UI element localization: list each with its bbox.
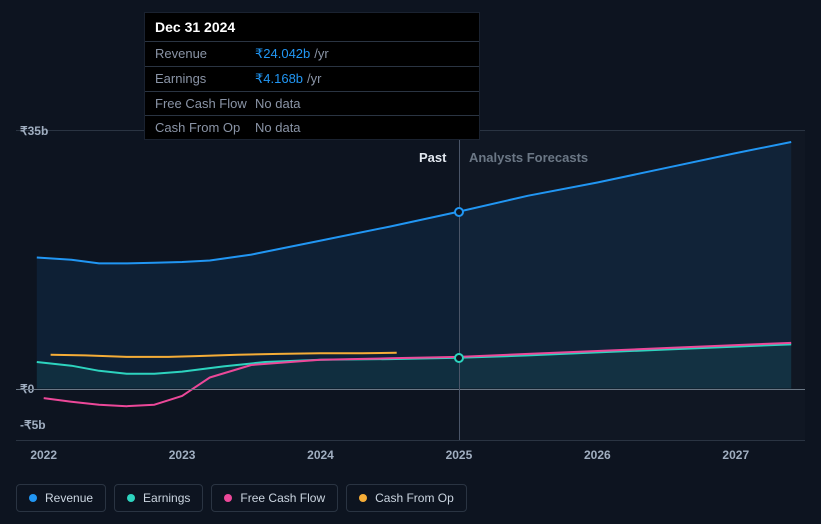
x-axis-label: 2023 <box>169 448 196 462</box>
cfo-color-icon <box>359 494 367 502</box>
tooltip-row: Earnings₹4.168b/yr <box>145 66 479 91</box>
legend-item-cfo[interactable]: Cash From Op <box>346 484 467 512</box>
legend-label: Cash From Op <box>375 491 454 505</box>
zero-baseline <box>16 389 805 390</box>
legend-label: Free Cash Flow <box>240 491 325 505</box>
legend-item-revenue[interactable]: Revenue <box>16 484 106 512</box>
earnings-hover-marker <box>454 353 464 363</box>
chart-bottom-border <box>16 440 805 441</box>
financials-forecast-chart: Dec 31 2024 Revenue₹24.042b/yrEarnings₹4… <box>0 0 821 524</box>
chart-svg <box>16 131 805 440</box>
tooltip-row-unit: /yr <box>307 71 321 87</box>
tooltip-row-value: No data <box>255 96 301 111</box>
revenue-hover-marker <box>454 207 464 217</box>
chart-tooltip: Dec 31 2024 Revenue₹24.042b/yrEarnings₹4… <box>144 12 480 140</box>
chart-legend: Revenue Earnings Free Cash Flow Cash From O… <box>16 484 467 512</box>
legend-label: Earnings <box>143 491 190 505</box>
legend-item-earnings[interactable]: Earnings <box>114 484 203 512</box>
x-axis-label: 2022 <box>30 448 57 462</box>
tooltip-row-value: ₹4.168b <box>255 71 303 87</box>
tooltip-row-label: Free Cash Flow <box>155 96 255 111</box>
tooltip-row-label: Cash From Op <box>155 120 255 135</box>
x-axis-label: 2024 <box>307 448 334 462</box>
tooltip-row-value: ₹24.042b <box>255 46 310 62</box>
tooltip-row: Free Cash FlowNo data <box>145 91 479 115</box>
x-axis-label: 2026 <box>584 448 611 462</box>
revenue-color-icon <box>29 494 37 502</box>
x-axis-label: 2027 <box>722 448 749 462</box>
y-axis-label: ₹35b <box>20 124 48 138</box>
fcf-color-icon <box>224 494 232 502</box>
x-axis-label: 2025 <box>446 448 473 462</box>
tooltip-row-label: Revenue <box>155 46 255 62</box>
legend-label: Revenue <box>45 491 93 505</box>
tooltip-row-value: No data <box>255 120 301 135</box>
y-axis-label: -₹5b <box>20 418 46 432</box>
tooltip-row-unit: /yr <box>314 46 328 62</box>
tooltip-row-label: Earnings <box>155 71 255 87</box>
tooltip-row: Revenue₹24.042b/yr <box>145 41 479 66</box>
earnings-color-icon <box>127 494 135 502</box>
legend-item-fcf[interactable]: Free Cash Flow <box>211 484 338 512</box>
tooltip-row: Cash From OpNo data <box>145 115 479 139</box>
tooltip-date: Dec 31 2024 <box>145 13 479 41</box>
